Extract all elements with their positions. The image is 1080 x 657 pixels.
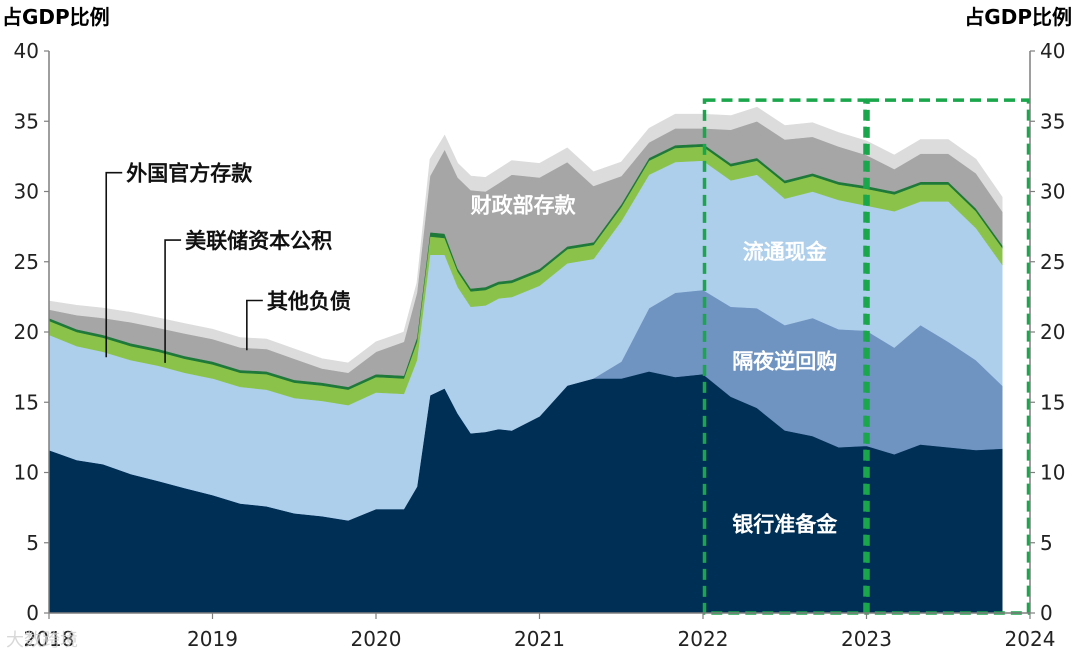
- y-tick-label-left: 20: [14, 320, 39, 344]
- x-tick-label: 2023: [841, 627, 892, 651]
- x-tick-label: 2024: [1005, 627, 1056, 651]
- x-tick-label: 2021: [514, 627, 565, 651]
- right-axis-title: 占GDP比例: [964, 5, 1072, 29]
- y-tick-label-right: 0: [1040, 601, 1053, 625]
- y-tick-label-left: 0: [26, 601, 39, 625]
- series-label: 银行准备金: [732, 513, 838, 537]
- area-series-group: [48, 106, 1003, 614]
- callout-label: 美联储资本公积: [185, 229, 332, 253]
- callout-label: 外国官方存款: [126, 162, 253, 186]
- y-tick-label-left: 40: [14, 39, 39, 63]
- y-tick-label-left: 30: [14, 180, 39, 204]
- y-tick-label-right: 20: [1040, 320, 1065, 344]
- y-tick-label-right: 25: [1040, 250, 1065, 274]
- y-tick-label-left: 35: [14, 109, 39, 133]
- callout-leader: [105, 171, 123, 358]
- y-tick-label-left: 15: [14, 390, 39, 414]
- callout-leader: [164, 239, 182, 363]
- y-tick-label-left: 5: [26, 531, 39, 555]
- callout-leader: [246, 299, 263, 351]
- x-tick-label: 2019: [187, 627, 238, 651]
- left-axis-title: 占GDP比例: [2, 5, 110, 29]
- y-tick-label-right: 15: [1040, 390, 1065, 414]
- y-tick-label-right: 5: [1040, 531, 1053, 555]
- callout-label: 其他负债: [267, 289, 351, 313]
- x-tick-label: 2020: [351, 627, 402, 651]
- watermark: 大数跨境: [6, 630, 78, 651]
- area-6: [48, 106, 1003, 374]
- y-tick-label-right: 35: [1040, 109, 1065, 133]
- y-tick-label-left: 25: [14, 250, 39, 274]
- x-tick-label: 2018: [24, 627, 75, 651]
- series-label: 隔夜逆回购: [732, 350, 837, 374]
- y-tick-label-right: 30: [1040, 180, 1065, 204]
- x-tick-label: 2022: [678, 627, 729, 651]
- y-tick-label-right: 40: [1040, 39, 1065, 63]
- y-tick-label-left: 10: [14, 461, 39, 485]
- series-label: 财政部存款: [471, 194, 577, 218]
- series-label: 流通现金: [743, 240, 828, 264]
- y-tick-label-right: 10: [1040, 461, 1065, 485]
